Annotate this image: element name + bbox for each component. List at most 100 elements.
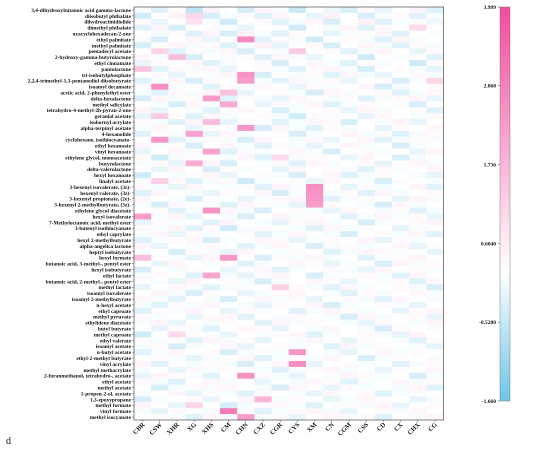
heatmap-cell: [220, 296, 238, 303]
row-label: butanoic acid, 2-methyl-, pentyl ester: [46, 279, 132, 285]
row-label: 3-hexenyl propionate, (2e)-: [69, 196, 131, 203]
heatmap-cell: [306, 166, 324, 173]
heatmap-cell: [185, 101, 204, 108]
heatmap-cell: [271, 296, 290, 303]
heatmap-cell: [271, 130, 290, 138]
heatmap-cell: [426, 313, 444, 320]
heatmap-cell: [220, 225, 238, 232]
heatmap-cell: [374, 77, 393, 84]
heatmap-cell: [185, 48, 204, 55]
heatmap-cell: [185, 178, 204, 185]
colorbar-tick-label: 2.868: [484, 84, 497, 90]
heatmap-cell: [202, 219, 221, 226]
heatmap-cell: [271, 30, 290, 37]
heatmap-cell: [426, 189, 444, 197]
heatmap-cell: [374, 48, 393, 55]
heatmap-cell: [202, 24, 221, 31]
heatmap-cell: [392, 136, 410, 143]
heatmap-cell: [220, 172, 238, 179]
heatmap-cell: [392, 148, 410, 155]
row-label: 2,2,4-trimethyl-1,3-pentanediol diisobut…: [28, 79, 132, 85]
heatmap-cell: [271, 189, 290, 197]
heatmap-cell: [220, 278, 238, 285]
heatmap-cell: [134, 408, 152, 415]
heatmap-cell: [168, 290, 186, 297]
heatmap-cell: [374, 113, 393, 120]
heatmap-cell: [254, 184, 272, 191]
heatmap-cell: [254, 390, 272, 397]
heatmap-cell: [134, 331, 152, 338]
heatmap-cell: [220, 125, 238, 132]
heatmap-cell: [340, 195, 358, 202]
heatmap-cell: [202, 355, 221, 362]
heatmap-cell: [409, 225, 427, 232]
heatmap-cell: [254, 136, 272, 143]
heatmap-cell: [340, 7, 358, 14]
heatmap-cell: [323, 77, 341, 84]
heatmap-cell: [409, 296, 427, 303]
heatmap-cell: [271, 254, 290, 261]
heatmap-cell: [306, 189, 324, 197]
heatmap-cell: [392, 18, 410, 25]
heatmap-cell: [374, 408, 393, 415]
heatmap-cell: [151, 113, 169, 120]
heatmap-cell: [288, 290, 307, 297]
heatmap-cell: [323, 254, 341, 261]
heatmap-cell: [202, 331, 221, 338]
heatmap-cell: [237, 89, 255, 96]
heatmap-cell: [288, 18, 307, 25]
heatmap-cell: [374, 12, 393, 20]
heatmap-cell: [237, 154, 255, 161]
heatmap-cell: [254, 119, 272, 126]
heatmap-cell: [254, 372, 272, 379]
heatmap-cell: [134, 71, 152, 79]
heatmap-cell: [323, 18, 341, 25]
heatmap-cell: [357, 113, 376, 120]
heatmap-cell: [357, 101, 376, 108]
heatmap-cell: [202, 237, 221, 244]
heatmap-cell: [202, 119, 221, 126]
heatmap-cell: [392, 12, 410, 20]
heatmap-cell: [220, 231, 238, 238]
heatmap-cell: [409, 284, 427, 291]
row-label: ethyl caproate: [98, 309, 131, 315]
heatmap-cell: [392, 231, 410, 238]
column-label: CHN: [235, 421, 250, 436]
heatmap-cell: [168, 337, 186, 344]
heatmap-cell: [254, 366, 272, 374]
heatmap-cell: [323, 372, 341, 379]
heatmap-cell: [288, 125, 307, 132]
heatmap-cell: [271, 148, 290, 155]
heatmap-cell: [288, 237, 307, 244]
heatmap-cell: [323, 172, 341, 179]
heatmap-cell: [271, 166, 290, 173]
row-label: ethyl acetate: [102, 380, 131, 386]
heatmap-cell: [271, 355, 290, 362]
row-label: 2-hydroxy-gamma-butyrolactone: [55, 55, 132, 61]
heatmap-cell: [185, 349, 204, 356]
heatmap-cell: [288, 83, 307, 90]
heatmap-cell: [185, 302, 204, 309]
heatmap-cell: [409, 343, 427, 350]
heatmap-cell: [340, 337, 358, 344]
heatmap-cell: [392, 325, 410, 332]
heatmap-cell: [340, 313, 358, 320]
heatmap-cell: [323, 278, 341, 285]
heatmap-cell: [323, 272, 341, 279]
heatmap-cell: [271, 243, 290, 250]
heatmap-cell: [357, 260, 376, 267]
heatmap-cell: [357, 408, 376, 415]
heatmap-cell: [340, 36, 358, 43]
heatmap-cell: [220, 142, 238, 149]
heatmap-cell: [151, 125, 169, 132]
heatmap-cell: [220, 302, 238, 309]
heatmap-cell: [340, 361, 358, 368]
heatmap-cell: [426, 66, 444, 73]
heatmap-cell: [185, 414, 204, 421]
heatmap-cell: [409, 248, 427, 256]
heatmap-cell: [288, 71, 307, 79]
row-label: hexyl hexanoate: [94, 173, 132, 179]
heatmap-cell: [202, 278, 221, 285]
heatmap-cell: [426, 130, 444, 138]
heatmap-cell: [409, 66, 427, 73]
